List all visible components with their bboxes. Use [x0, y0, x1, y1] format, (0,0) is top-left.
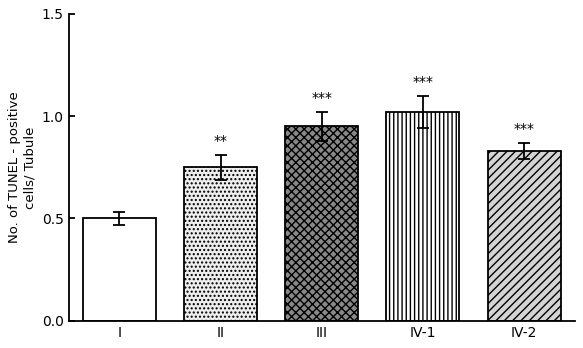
Bar [487, 151, 560, 321]
Text: ***: *** [311, 91, 332, 105]
Bar [285, 126, 358, 321]
Bar [387, 112, 459, 321]
Text: ***: *** [412, 74, 433, 88]
Y-axis label: No. of TUNEL - positive
cells/ Tubule: No. of TUNEL - positive cells/ Tubule [8, 92, 36, 243]
Bar [184, 167, 257, 321]
Bar [83, 219, 156, 321]
Text: **: ** [213, 134, 227, 148]
Text: ***: *** [514, 121, 535, 136]
